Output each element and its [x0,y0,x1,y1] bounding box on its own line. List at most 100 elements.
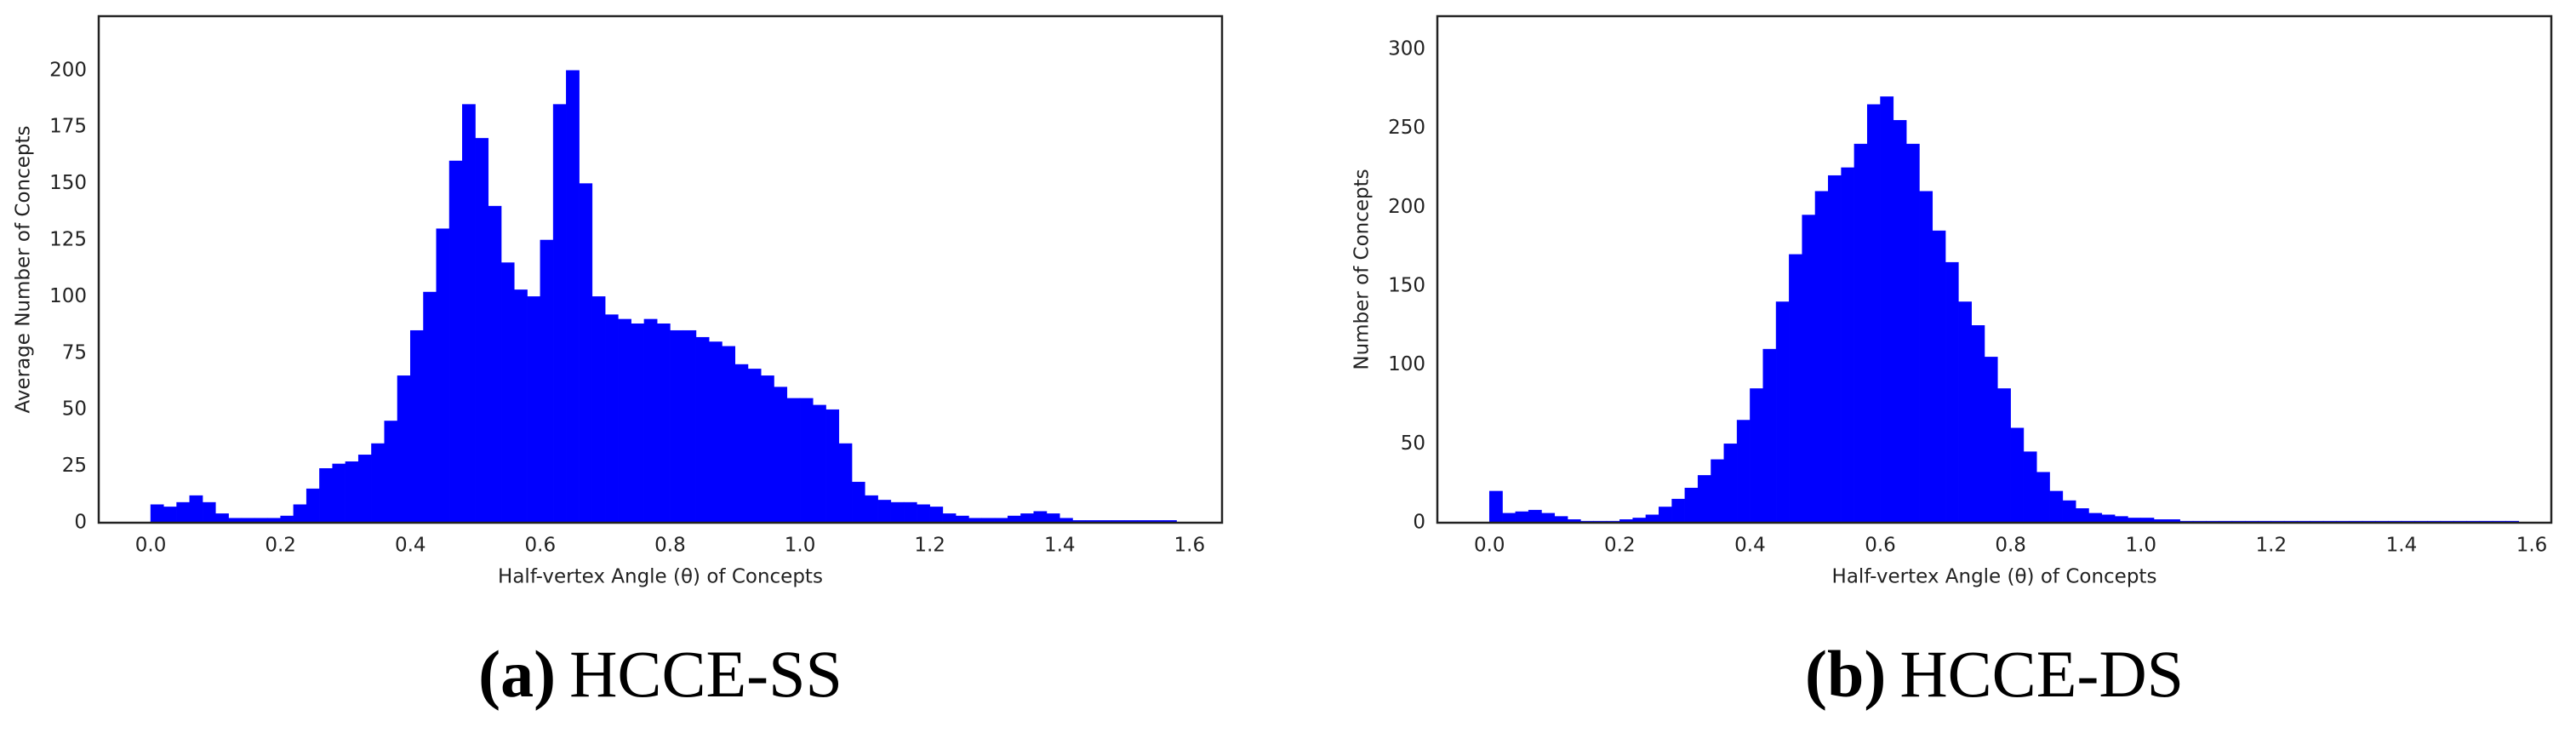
chart-panel: 0.0 0.2 0.4 0.6 0.8 1.0 1.2 1.4 1.6 0 50 100 150 200 2… [1351,14,2553,711]
caption-label: (b) [1805,637,1886,711]
x-tick-label: 1.2 [914,535,945,557]
y-tick-label: 0 [74,512,87,534]
caption: (b) HCCE-DS [1805,637,2184,711]
bar [2036,472,2050,524]
bar [1711,459,1725,524]
bar [942,513,957,524]
bar [1541,513,1556,524]
x-tick-label: 0.2 [265,535,296,557]
bar [1736,420,1751,524]
bar [566,70,580,524]
bar [409,329,424,524]
bar [1684,487,1699,524]
y-tick-label: 50 [1401,432,1425,455]
bar [397,375,411,524]
x-axis-label: Half-vertex Angle (θ) of Concepts [1832,566,2157,588]
bar [683,329,697,524]
y-tick-label: 0 [1413,512,1425,534]
y-tick-label: 175 [49,116,87,138]
bar [747,369,762,524]
bar [2049,490,2064,524]
bar [838,443,853,524]
bar [1033,511,1048,524]
x-tick-label: 1.6 [2516,535,2548,557]
bar [2088,513,2103,524]
bar [1515,511,1529,524]
bar [1997,388,2011,524]
bar [2023,451,2037,524]
bar [1958,301,1972,524]
bar [332,463,346,524]
bar [865,495,878,524]
y-tick-label: 125 [49,228,87,250]
x-tick-label: 0.4 [1734,535,1766,557]
x-tick-label: 0.0 [135,535,167,557]
bar [176,501,191,524]
y-tick-label: 250 [1388,117,1425,139]
bar [877,500,892,524]
bar [2010,427,2025,524]
bar [1971,325,1985,524]
bar [215,513,229,524]
bar [488,205,502,524]
bar [1853,143,1868,524]
bar [1814,191,1829,524]
bar [643,318,658,524]
bar [1866,104,1881,524]
x-tick-label: 0.8 [1995,535,2026,557]
bar [1919,191,1933,524]
x-tick-label: 1.6 [1174,535,1206,557]
x-tick-label: 0.8 [654,535,686,557]
bar [1020,513,1034,524]
bar [774,387,788,524]
bar [618,318,631,524]
bar [890,501,905,524]
bar [656,324,671,524]
bar [293,504,307,524]
bar [306,488,320,524]
bar [462,104,476,524]
bar [1723,444,1738,524]
x-axis-label: Half-vertex Angle (θ) of Concepts [498,566,823,588]
bar [1880,96,1894,524]
x-tick-label: 0.6 [1865,535,1896,557]
bar [734,364,749,524]
x-tick-label: 0.2 [1604,535,1636,557]
bar [722,346,735,524]
bar [189,495,203,524]
bar [1645,514,1659,524]
y-tick-label: 150 [1388,274,1425,296]
x-tick-label: 1.4 [2386,535,2418,557]
bar [1671,498,1686,524]
y-tick-label: 150 [49,172,87,194]
bar [1697,475,1711,524]
bar [1502,513,1516,524]
y-tick-label: 50 [62,398,87,421]
plot-frame [1436,14,2553,524]
bar [448,160,463,524]
bar [384,421,398,524]
bar [903,501,917,524]
bar [1945,261,1959,524]
y-tick-label: 300 [1388,37,1425,60]
x-tick-label: 0.0 [1474,535,1505,557]
caption-text: HCCE-SS [569,637,842,711]
bar [1659,507,1672,524]
x-tick-label: 1.4 [1044,535,1076,557]
bar [708,341,723,524]
bar [1893,120,1907,524]
bar [631,324,645,524]
y-tick-label: 100 [1388,353,1425,375]
bar [1750,388,1763,524]
bar [1046,513,1060,524]
y-tick-label: 200 [49,59,87,81]
bar [761,375,774,524]
bar [1789,254,1802,524]
plot-frame [97,14,1224,524]
bar [527,296,541,524]
bar [1984,357,1998,524]
bar [1762,348,1777,524]
bar [1488,490,1503,524]
bar [799,398,814,524]
